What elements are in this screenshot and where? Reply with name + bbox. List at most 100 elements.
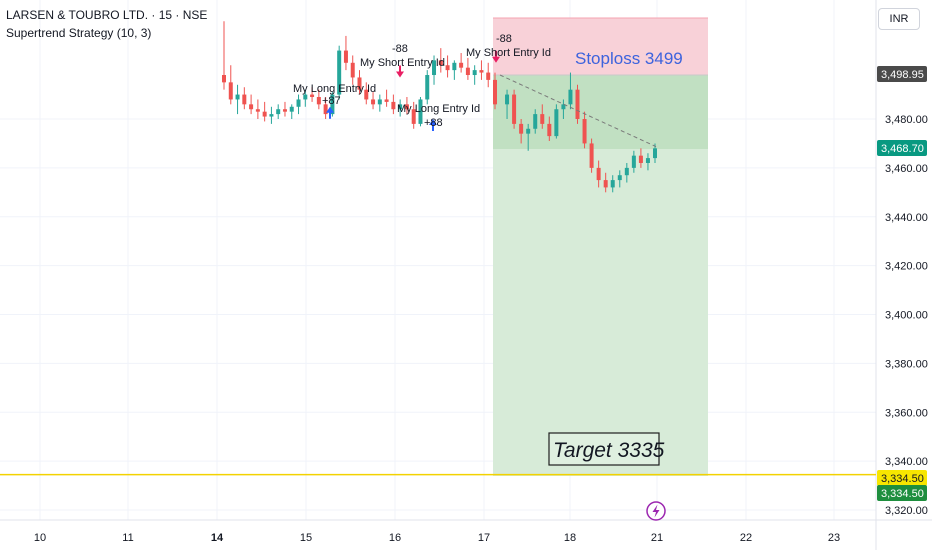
price-tick-label: 3,440.00 xyxy=(885,212,928,224)
candle-body xyxy=(330,94,335,115)
candle-body xyxy=(269,114,274,117)
candle-body xyxy=(519,123,524,134)
price-tick-label: 3,400.00 xyxy=(885,310,928,322)
signal-label: My Long Entry Id xyxy=(293,83,376,95)
time-tick-label: 21 xyxy=(651,532,663,544)
signal-label: My Short Entry Id xyxy=(466,47,551,59)
candle-body xyxy=(575,89,580,119)
candle-body xyxy=(610,180,615,188)
position-tool-stop-zone xyxy=(493,18,708,75)
short-entry-arrow-icon xyxy=(396,71,404,78)
candle-body xyxy=(310,94,315,98)
time-tick-label: 23 xyxy=(828,532,840,544)
price-axis-label-target xyxy=(877,485,927,501)
candle-body xyxy=(323,104,328,115)
stoploss-label: Stoploss 3499 xyxy=(575,49,683,68)
candle-body xyxy=(465,67,470,76)
candle-body xyxy=(505,94,510,105)
candle-body xyxy=(512,94,517,124)
candle-body xyxy=(371,99,376,105)
candle-body xyxy=(452,62,457,71)
candle-body xyxy=(242,94,247,105)
time-tick-label: 22 xyxy=(740,532,752,544)
signal-pnl: -88 xyxy=(392,43,408,55)
price-tick-label: 3,320.00 xyxy=(885,505,928,517)
candle-body xyxy=(472,70,477,76)
signal-pnl: +87 xyxy=(322,95,341,107)
strategy-signal-markers: My Long Entry Id+87 My Short Entry Id -88 M… xyxy=(293,33,551,131)
candle-body xyxy=(624,167,629,176)
price-axis-label-text: 3,334.50 xyxy=(881,488,924,500)
candle-body xyxy=(554,109,559,137)
candle-body xyxy=(526,128,531,134)
candle-body xyxy=(568,89,573,105)
short-entry-arrow-icon xyxy=(492,56,500,63)
candle-body xyxy=(418,99,423,124)
candle-body xyxy=(228,82,233,100)
candle-body xyxy=(459,62,464,68)
candle-body xyxy=(479,70,484,73)
price-axis-label-text: 3,334.50 xyxy=(881,473,924,485)
price-axis-label-text: 3,468.70 xyxy=(881,143,924,155)
price-tick-label: 3,380.00 xyxy=(885,358,928,370)
price-axis-label-last xyxy=(877,140,927,156)
candle-body xyxy=(561,104,566,110)
candle-body xyxy=(596,167,601,181)
time-tick-label: 10 xyxy=(34,532,46,544)
candle-body xyxy=(249,104,254,110)
candle-body xyxy=(486,72,491,80)
candle-body xyxy=(255,109,260,112)
candle-body xyxy=(384,99,389,102)
candle-body xyxy=(547,123,552,137)
indicator-title[interactable]: Supertrend Strategy (10, 3) xyxy=(6,26,152,40)
price-tick-label: 3,420.00 xyxy=(885,261,928,273)
candle-body xyxy=(411,109,416,124)
time-tick-label: 16 xyxy=(389,532,401,544)
time-tick-label: 15 xyxy=(300,532,312,544)
candle-body xyxy=(404,104,409,110)
candle-body xyxy=(350,62,355,78)
currency-button[interactable]: INR xyxy=(878,8,920,30)
price-tick-label: 3,360.00 xyxy=(885,407,928,419)
candle-body xyxy=(296,99,301,107)
signal-pnl: +88 xyxy=(424,117,443,129)
candle-body xyxy=(235,94,240,100)
candle-body xyxy=(533,114,538,129)
price-axis-label-text: 3,498.95 xyxy=(881,69,924,81)
target-annotation: Target 3335 xyxy=(548,432,665,466)
candle-body xyxy=(603,180,608,188)
candle-body xyxy=(276,109,281,115)
symbol-title[interactable]: LARSEN & TOUBRO LTD. · 15 · NSE xyxy=(6,8,208,22)
candle-body xyxy=(645,158,650,163)
position-tool-trend-line xyxy=(499,74,657,148)
time-tick-label: 11 xyxy=(122,532,133,544)
candle-body xyxy=(425,75,430,100)
candle-body xyxy=(617,175,622,181)
time-tick-label: 14 xyxy=(211,532,224,544)
signal-label: My Short Entry Id xyxy=(360,57,445,69)
candle-body xyxy=(343,50,348,63)
time-tick-label: 18 xyxy=(564,532,576,544)
price-tick-label: 3,460.00 xyxy=(885,163,928,175)
candle-body xyxy=(638,155,643,163)
candle-body xyxy=(282,109,287,112)
long-entry-arrow-icon xyxy=(326,106,334,113)
candle-body xyxy=(377,99,382,105)
candle-body xyxy=(493,79,497,105)
candle-body xyxy=(391,101,396,110)
candle-body xyxy=(303,94,308,100)
candle-body xyxy=(222,75,226,83)
price-tick-label: 3,340.00 xyxy=(885,456,928,468)
price-axis[interactable]: 3,320.00 3,340.00 3,360.00 3,380.00 3,400.00… xyxy=(877,66,928,517)
time-axis[interactable]: 10 11 14 15 16 17 18 21 22 23 xyxy=(34,532,840,544)
candle-body xyxy=(398,104,403,110)
lightning-icon[interactable] xyxy=(646,501,666,521)
candle-body xyxy=(582,119,587,144)
candle-body xyxy=(337,50,342,95)
candle-body xyxy=(262,111,267,117)
price-axis-label-stop xyxy=(877,66,927,82)
candle-body xyxy=(364,89,369,100)
target-label: Target 3335 xyxy=(553,439,665,462)
